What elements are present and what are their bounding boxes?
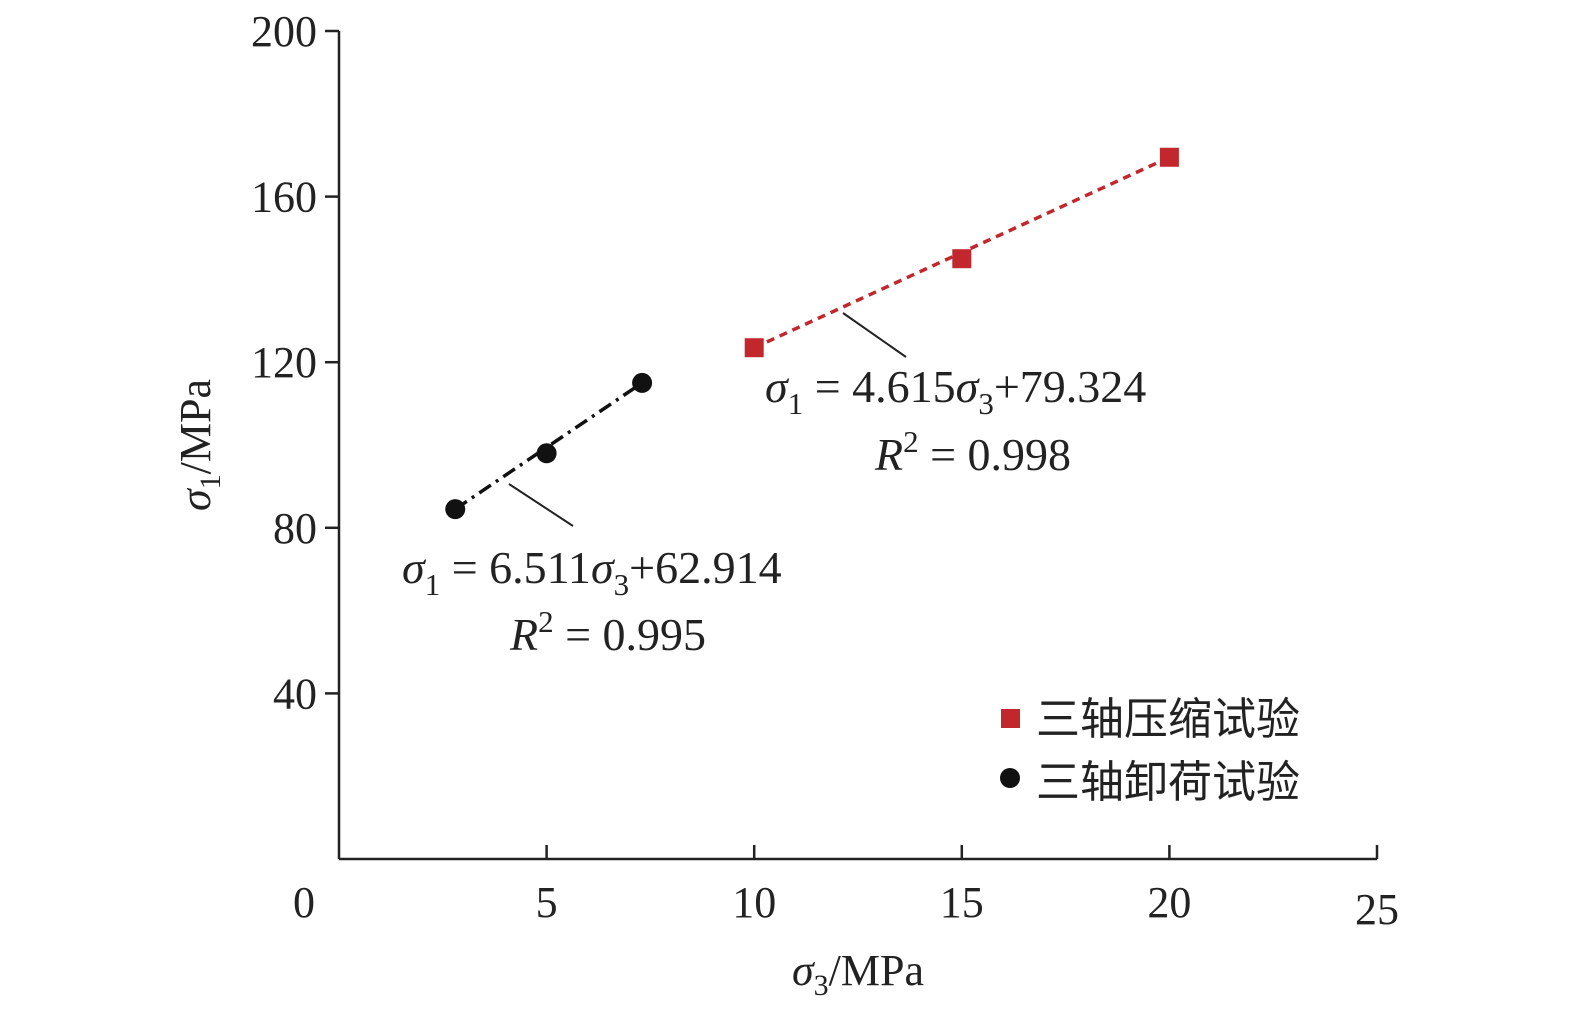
x-tick-label: 15 <box>940 878 984 927</box>
legend-marker-compression <box>1001 709 1020 728</box>
fit-line-unloading <box>454 381 644 511</box>
r2-unloading: R2 = 0.995 <box>509 604 706 660</box>
y-axis-title: σ1/MPa <box>171 379 227 511</box>
y-tick-label: 200 <box>251 7 317 56</box>
equation-compression: σ1 = 4.615σ3+79.324 <box>765 361 1146 421</box>
data-points <box>445 147 1179 520</box>
data-point-compression <box>1159 147 1179 167</box>
x-tick-label: 10 <box>732 878 776 927</box>
data-point-compression <box>952 249 972 269</box>
x-tick-label: 25 <box>1355 885 1399 934</box>
data-point-unloading <box>632 372 653 393</box>
r2-compression: R2 = 0.998 <box>874 424 1071 480</box>
y-tick-label: 80 <box>273 504 317 553</box>
legend-marker-unloading <box>1000 768 1020 788</box>
annotation-compression: σ1 = 4.615σ3+79.324 R2 = 0.998 <box>765 312 1146 480</box>
annotation-leader-unloading <box>508 483 574 527</box>
x-axis-title: σ3/MPa <box>792 946 924 1002</box>
axes <box>325 29 1379 861</box>
x-tick-label: 5 <box>536 878 558 927</box>
y-tick-label: 120 <box>251 338 317 387</box>
data-point-compression <box>744 338 764 358</box>
annotation-unloading: σ1 = 6.511σ3+62.914 R2 = 0.995 <box>402 483 782 660</box>
annotation-leader-compression <box>842 312 907 358</box>
tick-labels: 40 80 120 160 200 0 5 10 15 20 25 <box>251 7 1399 934</box>
data-point-unloading <box>536 443 557 464</box>
y-tick-label: 160 <box>251 173 317 222</box>
y-tick-label: 40 <box>273 669 317 718</box>
equation-unloading: σ1 = 6.511σ3+62.914 <box>402 542 782 602</box>
data-point-unloading <box>445 499 466 520</box>
legend-label-compression: 三轴压缩试验 <box>1036 694 1300 745</box>
legend-label-unloading: 三轴卸荷试验 <box>1036 757 1300 808</box>
x-tick-label: 0 <box>293 878 315 927</box>
legend: 三轴压缩试验 三轴卸荷试验 <box>1000 694 1300 808</box>
x-tick-label: 20 <box>1147 878 1191 927</box>
